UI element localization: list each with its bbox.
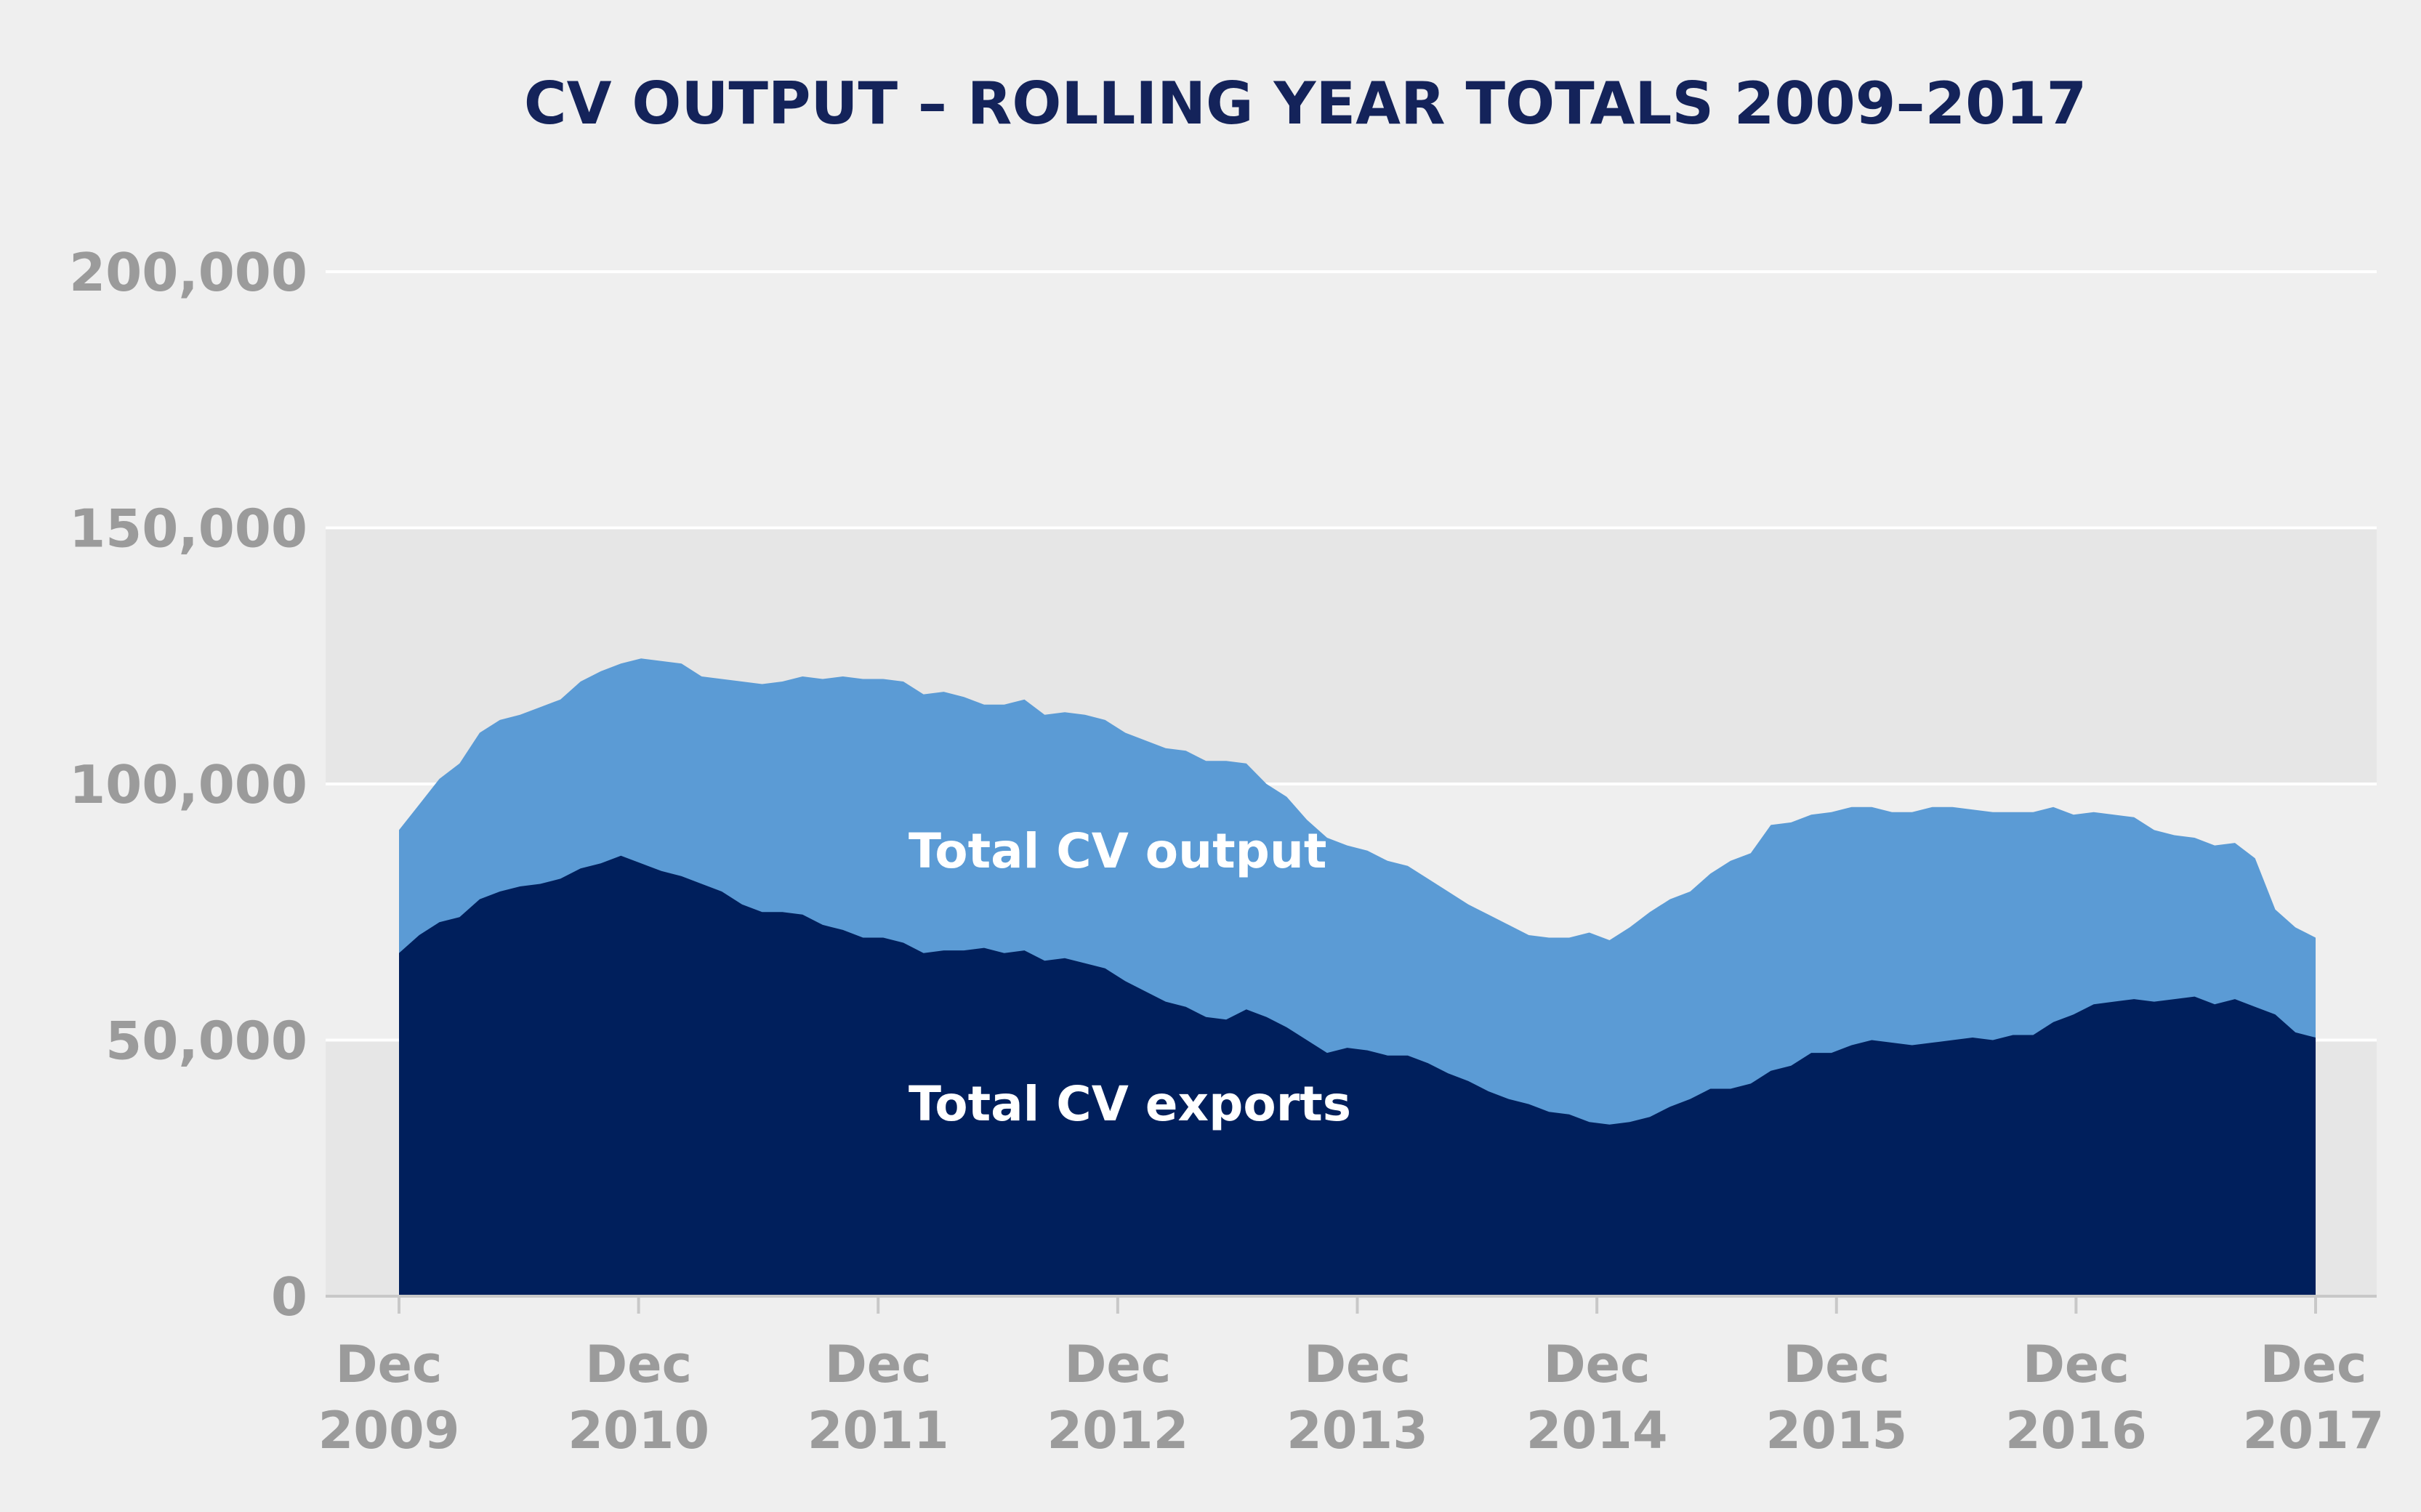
x-tick-label: 2013 — [1286, 1401, 1428, 1460]
x-tick-label: 2014 — [1526, 1401, 1668, 1460]
x-tick-label: Dec — [2260, 1335, 2366, 1394]
x-tick-label: Dec — [825, 1335, 932, 1394]
x-tick-label: 2009 — [318, 1401, 460, 1460]
x-tick-label: 2016 — [2005, 1401, 2147, 1460]
x-tick-label: Dec — [1783, 1335, 1890, 1394]
x-tick-label: 2015 — [1765, 1401, 1907, 1460]
series-labels: Total CV output Total CV exports — [909, 823, 1351, 1132]
y-axis: 0 50,000 100,000 150,000 200,000 — [69, 242, 307, 1327]
x-tick-label: Dec — [1064, 1335, 1171, 1394]
x-tick-label: 2017 — [2243, 1401, 2385, 1460]
x-tick-label: 2010 — [568, 1401, 709, 1460]
area-total-cv-exports — [399, 855, 2316, 1296]
x-tick-label: Dec — [1544, 1335, 1651, 1394]
y-tick-label: 150,000 — [69, 498, 307, 559]
x-tick-label: Dec — [585, 1335, 692, 1394]
x-tick-label: 2011 — [807, 1401, 949, 1460]
y-tick-label: 100,000 — [69, 754, 307, 815]
series-label: Total CV output — [909, 823, 1326, 879]
chart-title: CV OUTPUT – ROLLING YEAR TOTALS 2009–201… — [524, 70, 2087, 137]
x-tick-label: Dec — [1304, 1335, 1411, 1394]
series-label: Total CV exports — [909, 1076, 1351, 1132]
x-tick-label: 2012 — [1047, 1401, 1188, 1460]
x-tick-label: Dec — [2023, 1335, 2130, 1394]
y-tick-label: 200,000 — [69, 242, 307, 303]
plot-areas — [399, 658, 2316, 1296]
y-tick-label: 50,000 — [105, 1011, 307, 1072]
x-axis-ticks: Dec 2009 Dec 2010 Dec 2011 Dec 2012 Dec 2013 Dec 20… — [318, 1296, 2385, 1460]
y-tick-label: 0 — [271, 1266, 307, 1327]
x-tick-label: Dec — [335, 1335, 442, 1394]
